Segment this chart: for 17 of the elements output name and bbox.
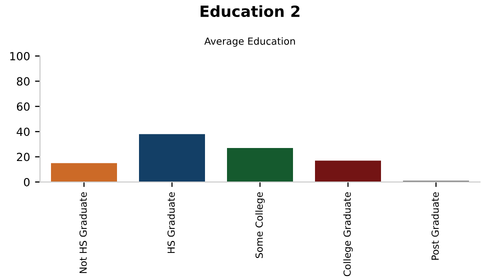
y-tick-label: 0 — [24, 178, 30, 186]
x-tick-label: Not HS Graduate — [79, 192, 87, 274]
x-tick-label: Post Graduate — [431, 192, 439, 260]
bar — [51, 163, 117, 182]
chart-title: Education 2 — [200, 5, 300, 18]
y-tick-label: 20 — [16, 152, 30, 162]
bar — [139, 134, 205, 182]
x-tick-label: Some College — [255, 192, 265, 258]
y-tick-label: 40 — [16, 128, 30, 136]
bar — [315, 160, 381, 182]
y-tick-label: 100 — [10, 52, 30, 60]
bar — [227, 148, 293, 182]
y-tick-label: 80 — [16, 77, 30, 86]
chart-subtitle: Average Education — [204, 37, 295, 47]
y-tick-label: 60 — [16, 102, 30, 111]
x-tick-label: College Graduate — [343, 192, 353, 276]
x-tick-label: HS Graduate — [167, 192, 175, 253]
